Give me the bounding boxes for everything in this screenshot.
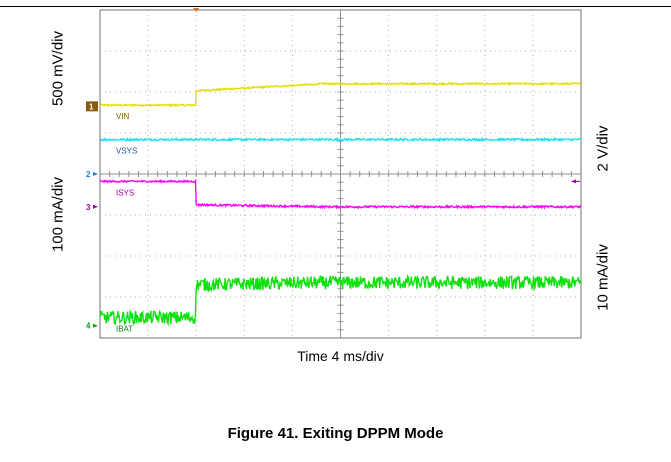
trace-vin	[99, 81, 581, 108]
channel-3-marker-arrow	[93, 204, 98, 209]
x-axis-label: Time 4 ms/div	[297, 348, 384, 364]
channel-3-marker-number: 3	[86, 203, 91, 212]
channel-1-marker	[86, 101, 98, 112]
channel-label-vin: VIN	[116, 112, 130, 121]
trace-isys	[99, 178, 582, 210]
channel-2-marker-arrow	[93, 172, 98, 176]
channel-4-marker-arrow	[93, 323, 98, 328]
right-bottom-scale-label: 10 mA/div	[594, 244, 612, 311]
trigger-marker	[193, 8, 200, 12]
trace-vsys	[100, 136, 582, 143]
channel-2-marker-number: 2	[86, 170, 91, 179]
trace-ibat	[99, 273, 582, 327]
isys-right-marker	[571, 179, 576, 184]
figure-caption: Figure 41. Exiting DPPM Mode	[227, 425, 444, 442]
channel-label-isys: ISYS	[116, 188, 134, 197]
channel-label-vsys: VSYS	[116, 147, 137, 156]
top-rule	[0, 6, 671, 7]
channel-4-marker-number: 4	[86, 322, 91, 331]
channel-label-ibat: IBAT	[116, 325, 133, 334]
left-top-scale-label: 500 mV/div	[49, 30, 67, 107]
right-top-scale-label: 2 V/div	[594, 125, 612, 172]
channel-1-marker-number: 1	[89, 102, 94, 111]
left-bottom-scale-label: 100 mA/div	[49, 176, 67, 253]
